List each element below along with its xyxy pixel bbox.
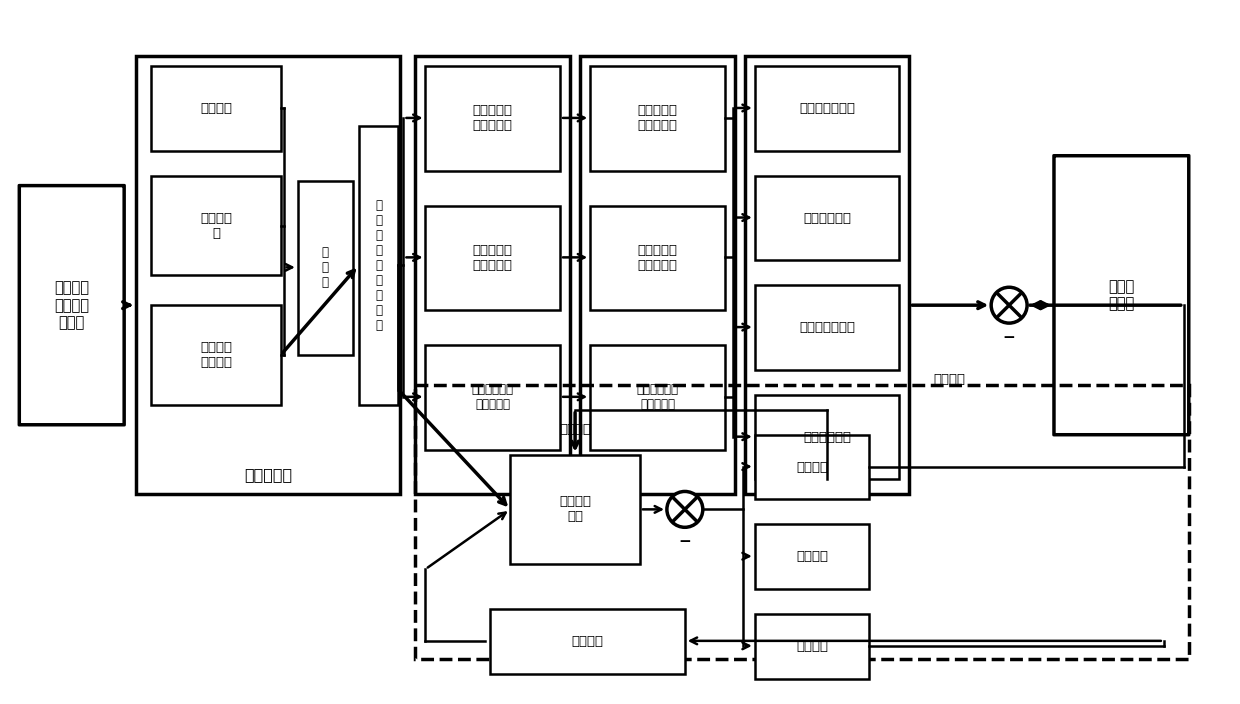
FancyBboxPatch shape <box>590 345 724 450</box>
Text: 飞行器动
态飞行轨
迹数据: 飞行器动 态飞行轨 迹数据 <box>55 280 89 330</box>
FancyBboxPatch shape <box>415 56 570 494</box>
Text: 捷联惯导解算: 捷联惯导解算 <box>804 431 851 444</box>
FancyBboxPatch shape <box>755 434 869 499</box>
FancyBboxPatch shape <box>425 206 560 310</box>
Text: 异
常
值: 异 常 值 <box>321 246 329 289</box>
Text: 速度误差: 速度误差 <box>796 551 828 563</box>
Text: 陀螺仪传感
器误差数据: 陀螺仪传感 器误差数据 <box>637 104 677 132</box>
FancyBboxPatch shape <box>755 395 899 479</box>
Text: 有效性检
验与修复: 有效性检 验与修复 <box>200 341 232 369</box>
FancyBboxPatch shape <box>490 609 684 674</box>
Text: 物理量转
换: 物理量转 换 <box>200 211 232 239</box>
FancyBboxPatch shape <box>510 455 640 564</box>
FancyBboxPatch shape <box>136 56 401 494</box>
FancyBboxPatch shape <box>425 345 560 450</box>
Text: 惯性导航传感
器误差数据: 惯性导航传感 器误差数据 <box>636 383 678 411</box>
Text: 姿态误差: 姿态误差 <box>796 460 828 474</box>
Text: −: − <box>678 534 691 548</box>
FancyBboxPatch shape <box>580 56 735 494</box>
Text: 导航速度求解: 导航速度求解 <box>804 211 851 225</box>
Text: 时标变换: 时标变换 <box>200 102 232 115</box>
Text: 位置误差: 位置误差 <box>796 640 828 653</box>
FancyBboxPatch shape <box>755 285 899 370</box>
Circle shape <box>991 287 1027 323</box>
FancyBboxPatch shape <box>151 66 280 151</box>
Text: 加速度传感
器输出数据: 加速度传感 器输出数据 <box>472 244 513 272</box>
FancyBboxPatch shape <box>425 66 560 170</box>
FancyBboxPatch shape <box>358 126 398 405</box>
FancyBboxPatch shape <box>745 56 909 494</box>
FancyBboxPatch shape <box>151 306 280 405</box>
FancyBboxPatch shape <box>755 614 869 679</box>
Text: 捷联惯导
解算: 捷联惯导 解算 <box>559 496 591 523</box>
Text: −: − <box>1003 329 1016 344</box>
FancyBboxPatch shape <box>590 206 724 310</box>
Text: 惯性导航传感
器输出数据: 惯性导航传感 器输出数据 <box>471 383 513 411</box>
FancyBboxPatch shape <box>151 176 280 275</box>
Text: 补偿修正: 补偿修正 <box>934 373 965 386</box>
Text: 补偿修正: 补偿修正 <box>559 423 591 436</box>
Text: 剔
除
、
插
值
平
滑
处
理: 剔 除 、 插 值 平 滑 处 理 <box>374 199 382 332</box>
Text: 补偿环节: 补偿环节 <box>572 635 604 648</box>
FancyBboxPatch shape <box>1054 156 1189 435</box>
Text: 陀螺仪传感
器输出数据: 陀螺仪传感 器输出数据 <box>472 104 513 132</box>
Text: 加速度传感
器误差数据: 加速度传感 器误差数据 <box>637 244 677 272</box>
FancyBboxPatch shape <box>755 176 899 260</box>
FancyBboxPatch shape <box>298 181 352 355</box>
Text: 数据预处理: 数据预处理 <box>244 467 293 482</box>
FancyBboxPatch shape <box>590 66 724 170</box>
FancyBboxPatch shape <box>755 524 869 589</box>
FancyBboxPatch shape <box>755 66 899 151</box>
Text: 飞行器位置求解: 飞行器位置求解 <box>799 321 856 334</box>
Circle shape <box>667 491 703 527</box>
Text: 飞行器姿态求解: 飞行器姿态求解 <box>799 102 856 115</box>
FancyBboxPatch shape <box>20 186 124 425</box>
Text: 惯性导
航结果: 惯性导 航结果 <box>1109 279 1135 311</box>
